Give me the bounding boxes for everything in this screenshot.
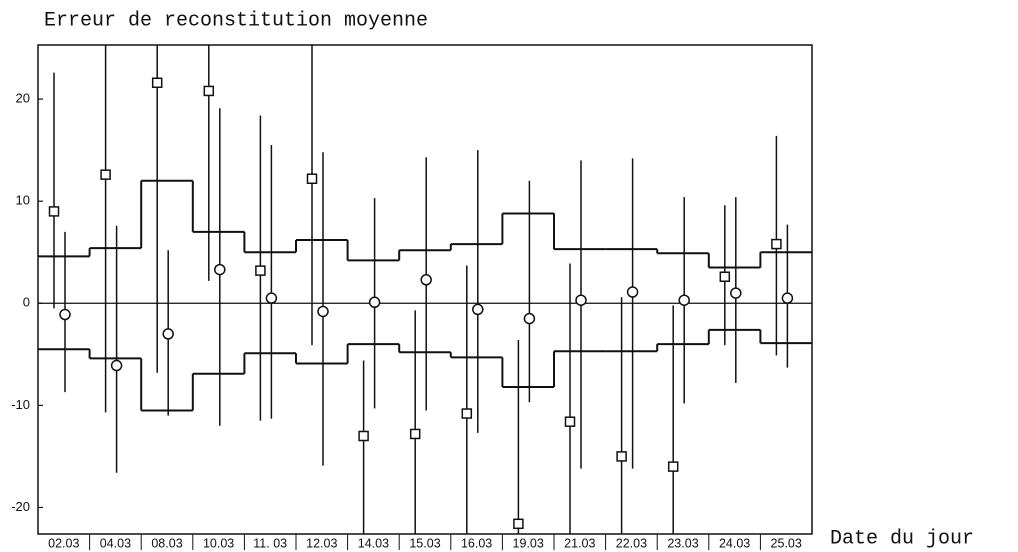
x-tick-label: 04.03 xyxy=(100,536,131,550)
y-tick-label: 0 xyxy=(23,295,30,310)
square-marker xyxy=(667,461,679,472)
square-marker xyxy=(100,169,111,180)
plot-frame xyxy=(37,44,813,535)
x-tick-label: 08.03 xyxy=(151,536,182,550)
circle-marker xyxy=(575,294,587,306)
square-marker xyxy=(513,518,524,530)
square-marker xyxy=(771,238,782,250)
square-marker xyxy=(306,173,318,184)
circle-marker xyxy=(162,328,174,340)
x-tick-label: 25.03 xyxy=(771,536,802,550)
circle-marker xyxy=(59,308,71,321)
square-marker xyxy=(616,451,627,462)
circle-marker xyxy=(110,359,123,372)
y-tick-label: 10 xyxy=(16,193,30,208)
square-marker xyxy=(409,428,421,440)
square-marker xyxy=(719,271,731,282)
square-marker xyxy=(203,85,215,97)
chart-title: Erreur de reconstitution moyenne xyxy=(44,9,428,32)
circle-marker xyxy=(626,286,639,298)
square-marker xyxy=(48,206,60,217)
square-marker xyxy=(151,77,163,89)
square-marker xyxy=(461,408,473,419)
y-tick-label: -20 xyxy=(11,499,30,514)
x-tick-label: 15.03 xyxy=(409,536,440,550)
circle-marker xyxy=(368,296,381,309)
y-tick-label: -10 xyxy=(11,397,30,412)
x-tick-label: 19.03 xyxy=(513,536,544,550)
x-tick-label: 24.03 xyxy=(719,536,750,550)
x-tick-label: 11. 03 xyxy=(253,536,287,550)
x-tick-label: 16.03 xyxy=(461,536,492,550)
x-axis-label: Date du jour xyxy=(830,527,974,550)
circle-marker xyxy=(214,263,226,276)
square-marker xyxy=(255,265,266,276)
circle-marker xyxy=(472,303,484,316)
x-tick-label: 14.03 xyxy=(358,536,389,550)
x-tick-label: 10.03 xyxy=(203,536,234,550)
circle-marker xyxy=(265,292,278,304)
square-marker xyxy=(358,430,369,442)
x-tick-label: 22.03 xyxy=(616,536,647,550)
x-tick-label: 12.03 xyxy=(306,536,337,550)
circle-marker xyxy=(523,312,536,325)
x-tick-label: 02.03 xyxy=(48,536,79,550)
x-tick-label: 21.03 xyxy=(564,536,595,550)
y-tick-label: 20 xyxy=(16,91,30,106)
circle-marker xyxy=(420,274,432,286)
circle-marker xyxy=(317,305,329,318)
x-tick-label: 23.03 xyxy=(667,536,698,550)
square-marker xyxy=(564,416,576,427)
circle-marker xyxy=(678,294,690,306)
circle-marker xyxy=(781,292,794,304)
circle-marker xyxy=(730,287,742,299)
